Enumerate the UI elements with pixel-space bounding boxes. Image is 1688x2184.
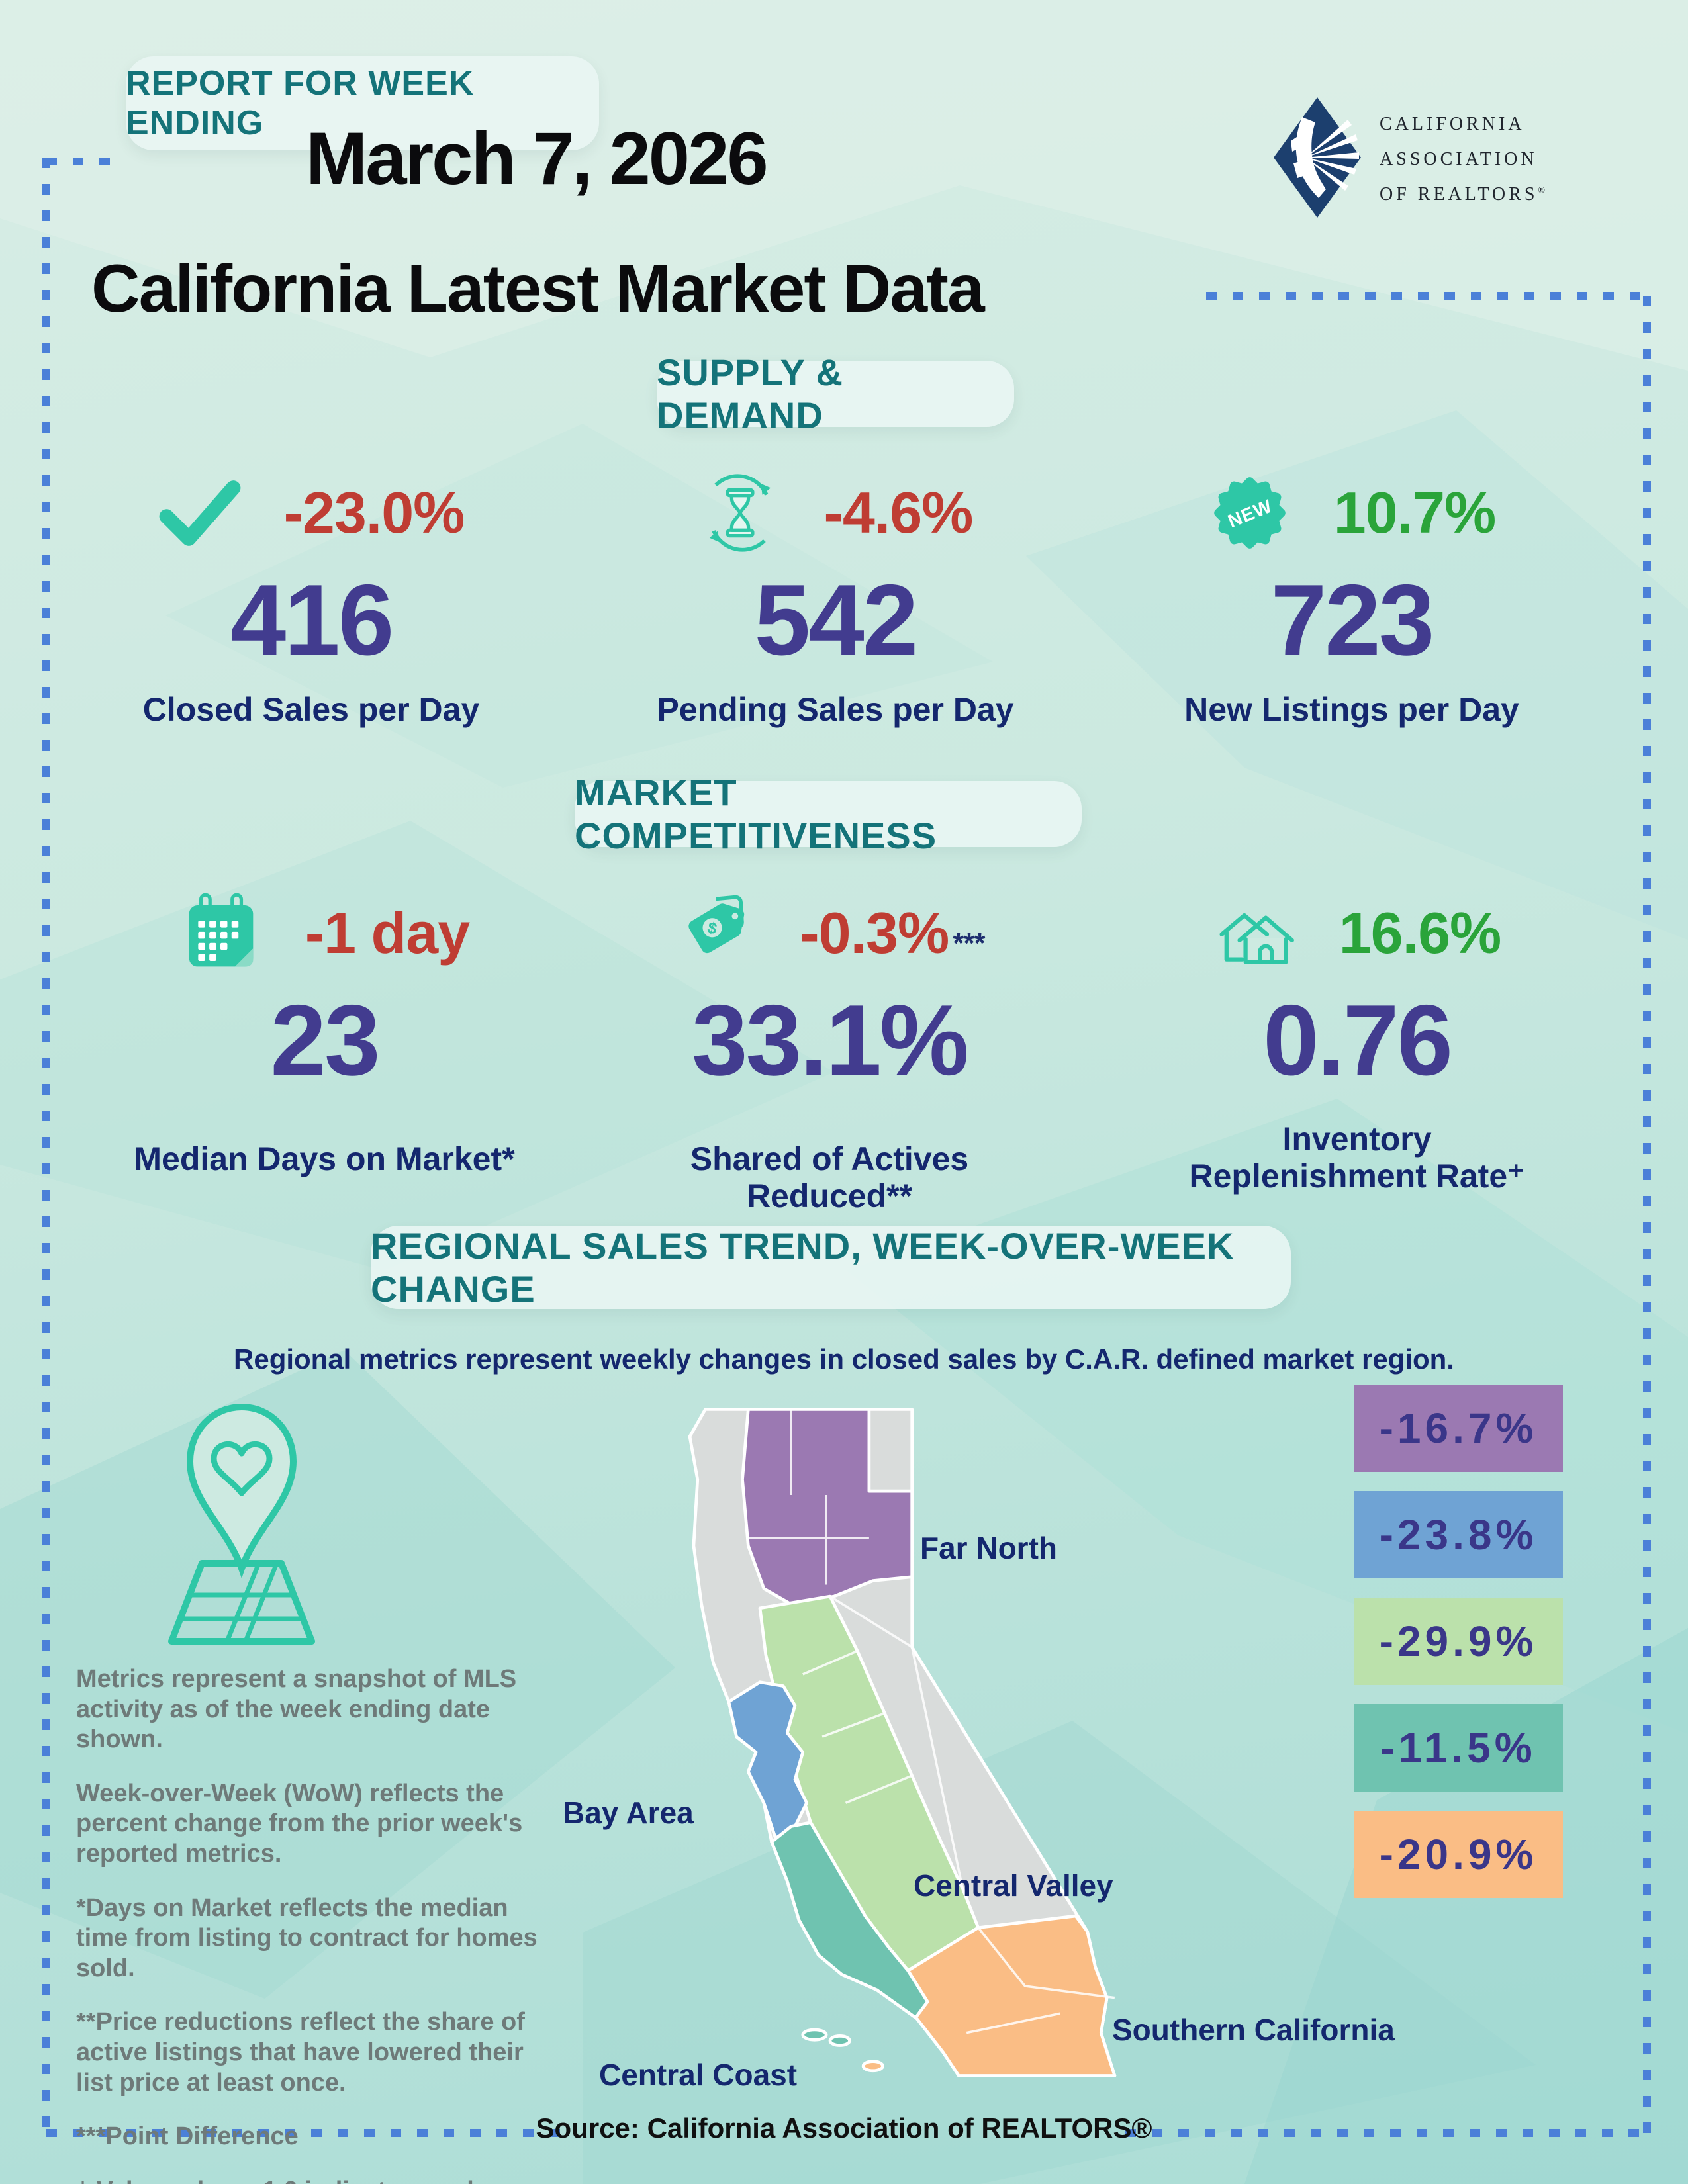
source-attribution: Source: California Association of REALTO… [536, 2113, 1152, 2144]
metric-value: 542 [754, 564, 919, 676]
supply-demand-heading: SUPPLY & DEMAND [657, 351, 843, 436]
report-week-pill: REPORT FOR WEEK ENDING [126, 56, 599, 150]
metric-value: 0.76 [1263, 984, 1453, 1097]
market-competitiveness-pill: MARKET COMPETITIVENESS [575, 772, 1082, 856]
note: Metrics represent a snapshot of MLS acti… [76, 1665, 517, 1754]
logo-line2: ASSOCIATION [1380, 148, 1538, 169]
metric-actives-reduced: $ -0.3% *** 33.1% Shared of Actives Reduc… [614, 884, 1045, 1214]
map-label-far-north: Far North [920, 1531, 1057, 1565]
logo-line1: CALIFORNIA [1380, 113, 1525, 134]
metric-value: 23 [270, 984, 380, 1097]
report-date: March 7, 2026 [306, 117, 769, 200]
legend-central-valley: -29.9% [1354, 1598, 1563, 1685]
metric-change: -23.0% [283, 480, 465, 545]
metric-value: 723 [1270, 564, 1435, 676]
regional-trend-heading: REGIONAL SALES TREND, WEEK-OVER-WEEK CHA… [371, 1225, 1235, 1310]
metric-change: -4.6% [823, 480, 974, 545]
metric-label: Closed Sales per Day [142, 690, 480, 728]
metric-change: -0.3% *** [800, 899, 985, 967]
note: Week-over-Week (WoW) reflects the percen… [76, 1779, 523, 1868]
report-week-label: REPORT FOR WEEK ENDING [126, 64, 475, 142]
metric-change: 16.6% [1338, 900, 1502, 966]
metric-label: New Listings per Day [1184, 690, 1519, 728]
regional-trend-pill: REGIONAL SALES TREND, WEEK-OVER-WEEK CHA… [371, 1225, 1291, 1310]
car-logo-text: CALIFORNIA ASSOCIATION OF REALTORS® [1380, 107, 1548, 212]
note: ***Point Difference [76, 2122, 299, 2151]
legend-far-north: -16.7% [1354, 1385, 1563, 1472]
hourglass-refresh-icon [698, 468, 782, 558]
legend-bay-area: -23.8% [1354, 1491, 1563, 1578]
calendar-icon [179, 888, 263, 978]
regional-subtitle: Regional metrics represent weekly change… [234, 1343, 1454, 1375]
metric-new-listings: NEW 10.7% 723 New Listings per Day [1137, 463, 1567, 728]
metric-label: Median Days on Market* [134, 1140, 515, 1177]
price-tags-icon: $ [674, 888, 757, 978]
houses-icon [1213, 888, 1297, 978]
note: **Price reductions reflect the share of … [76, 2008, 525, 2097]
metric-inventory-replenishment: 16.6% 0.76 Inventory Replenishment Rate⁺ [1142, 884, 1572, 1195]
map-label-central-coast: Central Coast [599, 2058, 798, 2092]
check-icon [158, 468, 242, 558]
metric-label: Inventory Replenishment Rate⁺ [1189, 1120, 1525, 1195]
metric-change-value: -0.3% [800, 900, 949, 966]
map-label-bay-area: Bay Area [563, 1796, 694, 1830]
footnotes: Metrics represent a snapshot of MLS acti… [76, 1664, 539, 2184]
map-region-southern-california [906, 1914, 1117, 2077]
metric-label: Pending Sales per Day [657, 690, 1014, 728]
map-channel-island [828, 2034, 851, 2047]
map-region-bay-area [727, 1680, 809, 1840]
legend-central-coast: -11.5% [1354, 1704, 1563, 1792]
metric-closed-sales: -23.0% 416 Closed Sales per Day [96, 463, 526, 728]
map-channel-island [861, 2060, 884, 2073]
map-channel-island [801, 2028, 828, 2042]
logo-line3: OF REALTORS [1380, 184, 1538, 205]
legend-southern-california: -20.9% [1354, 1811, 1563, 1898]
metric-days-on-market: -1 day 23 Median Days on Market* [109, 884, 539, 1177]
supply-demand-pill: SUPPLY & DEMAND [657, 351, 1014, 436]
car-diamond-logo-icon [1271, 93, 1364, 226]
note: *Days on Market reflects the median time… [76, 1893, 538, 1982]
map-pin-heart-icon [149, 1398, 334, 1651]
metric-pending-sales: -4.6% 542 Pending Sales per Day [620, 463, 1051, 728]
metric-value: 33.1% [692, 984, 969, 1097]
california-region-map [688, 1408, 1117, 2077]
metric-change: 10.7% [1333, 480, 1497, 545]
map-label-central-valley: Central Valley [914, 1868, 1113, 1903]
metric-change-suffix: *** [953, 927, 985, 960]
map-label-southern-california: Southern California [1112, 2013, 1395, 2047]
market-competitiveness-heading: MARKET COMPETITIVENESS [575, 772, 937, 856]
page-title: California Latest Market Data [91, 251, 985, 326]
car-logo: CALIFORNIA ASSOCIATION OF REALTORS® [1271, 93, 1548, 226]
metric-value: 416 [230, 564, 395, 676]
logo-registered-mark: ® [1538, 185, 1549, 196]
note: ⁺ Values above 1.0 indicate supply expan… [76, 2176, 539, 2184]
new-badge-icon: NEW [1208, 468, 1291, 558]
metric-label: Shared of Actives Reduced** [690, 1140, 969, 1214]
metric-change: -1 day [305, 900, 470, 966]
